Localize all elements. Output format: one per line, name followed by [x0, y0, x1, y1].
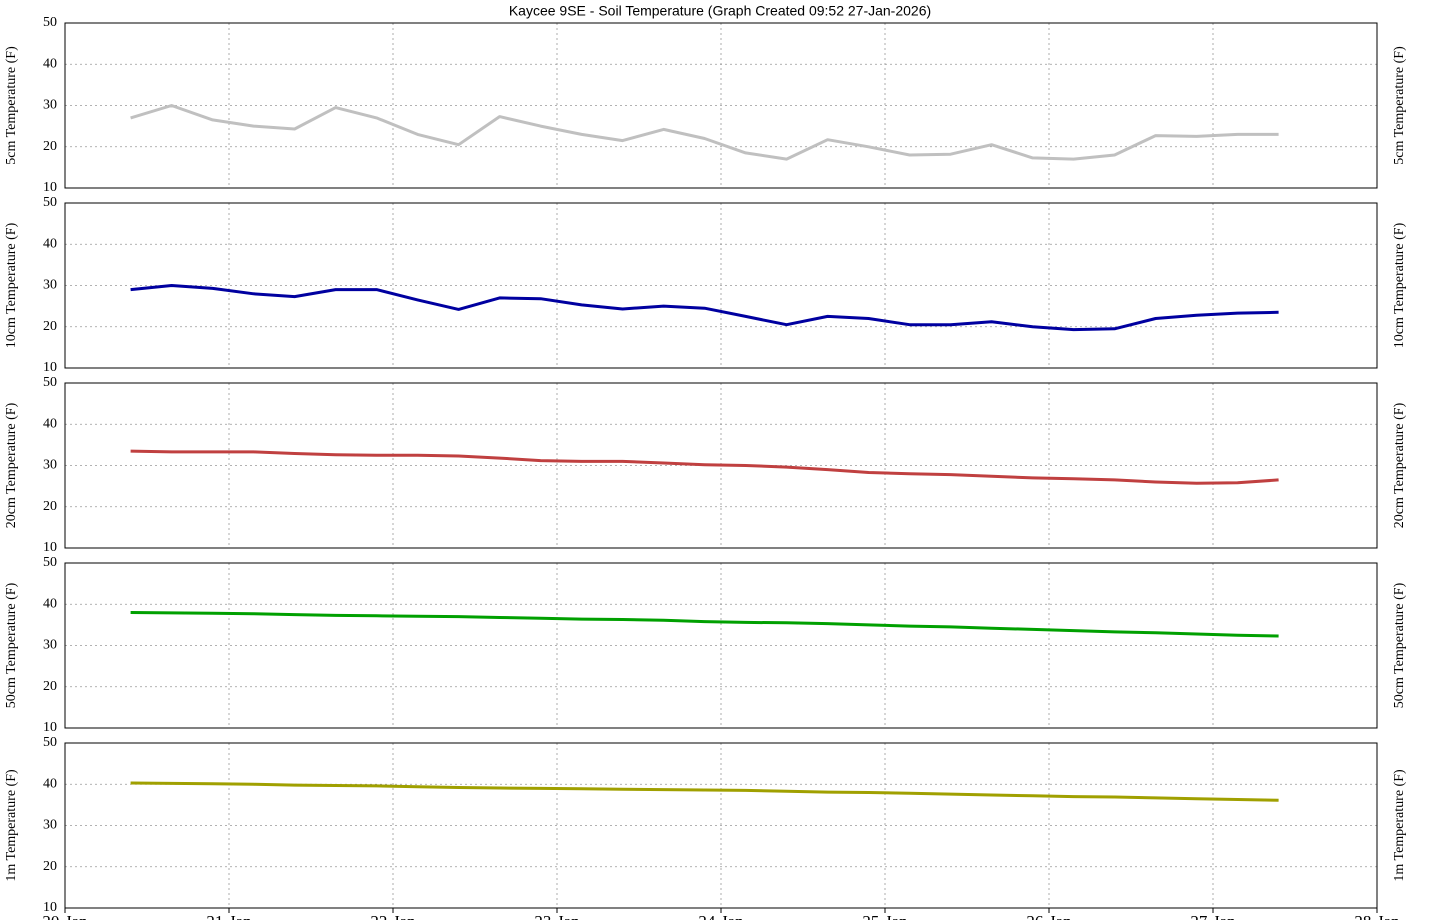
- data-line: [130, 449, 1279, 485]
- y-tick-label: 10: [43, 540, 57, 555]
- y-tick-label: 10: [43, 360, 57, 375]
- y-tick-label: 50: [43, 195, 57, 210]
- data-line: [130, 781, 1279, 802]
- y-tick-label: 20: [43, 319, 57, 334]
- y-tick-label: 40: [43, 416, 57, 431]
- y-tick-label: 40: [43, 56, 57, 71]
- plot-frame: [64, 562, 1378, 729]
- x-tick-label: 27-Jan: [1190, 912, 1236, 920]
- x-tick-label: 26-Jan: [1026, 912, 1072, 920]
- y-tick-label: 50: [43, 735, 57, 750]
- chart-title: Kaycee 9SE - Soil Temperature (Graph Cre…: [509, 3, 931, 19]
- y-axis-label: 50cm Temperature (F): [4, 582, 19, 708]
- y-axis-label: 1m Temperature (F): [4, 769, 19, 882]
- x-tick-label: 21-Jan: [206, 912, 252, 920]
- y-tick-label: 30: [43, 278, 57, 293]
- plot-frame: [64, 22, 1378, 189]
- x-tick-label: 22-Jan: [370, 912, 416, 920]
- y-axis-label: 10cm Temperature (F): [4, 222, 19, 348]
- y-axis-label: 5cm Temperature (F): [4, 46, 19, 165]
- y-tick-label: 50: [43, 375, 57, 390]
- y-tick-label: 20: [43, 139, 57, 154]
- y-tick-label: 20: [43, 859, 57, 874]
- y-axis-label-right: 50cm Temperature (F): [1392, 582, 1407, 708]
- y-tick-label: 10: [43, 180, 57, 195]
- y-tick-label: 20: [43, 499, 57, 514]
- y-axis-label-right: 20cm Temperature (F): [1392, 402, 1407, 528]
- x-tick-label: 20-Jan: [42, 912, 88, 920]
- data-line: [130, 104, 1279, 161]
- data-line: [130, 284, 1279, 332]
- x-tick-label: 28-Jan: [1354, 912, 1400, 920]
- y-tick-label: 30: [43, 98, 57, 113]
- x-tick-label: 23-Jan: [534, 912, 580, 920]
- y-tick-label: 40: [43, 596, 57, 611]
- x-tick-label: 24-Jan: [698, 912, 744, 920]
- y-tick-label: 30: [43, 818, 57, 833]
- y-tick-label: 30: [43, 458, 57, 473]
- y-axis-label-right: 5cm Temperature (F): [1392, 46, 1407, 165]
- y-axis-label: 20cm Temperature (F): [4, 402, 19, 528]
- y-tick-label: 10: [43, 900, 57, 915]
- y-tick-label: 30: [43, 638, 57, 653]
- y-tick-label: 50: [43, 555, 57, 570]
- y-axis-label-right: 1m Temperature (F): [1392, 769, 1407, 882]
- y-tick-label: 10: [43, 720, 57, 735]
- y-tick-label: 20: [43, 679, 57, 694]
- plot-frame: [64, 202, 1378, 369]
- y-axis-label-right: 10cm Temperature (F): [1392, 222, 1407, 348]
- data-line: [130, 611, 1279, 638]
- y-tick-label: 50: [43, 15, 57, 30]
- y-tick-label: 40: [43, 236, 57, 251]
- plot-frame: [64, 382, 1378, 549]
- x-tick-label: 25-Jan: [862, 912, 908, 920]
- y-tick-label: 40: [43, 776, 57, 791]
